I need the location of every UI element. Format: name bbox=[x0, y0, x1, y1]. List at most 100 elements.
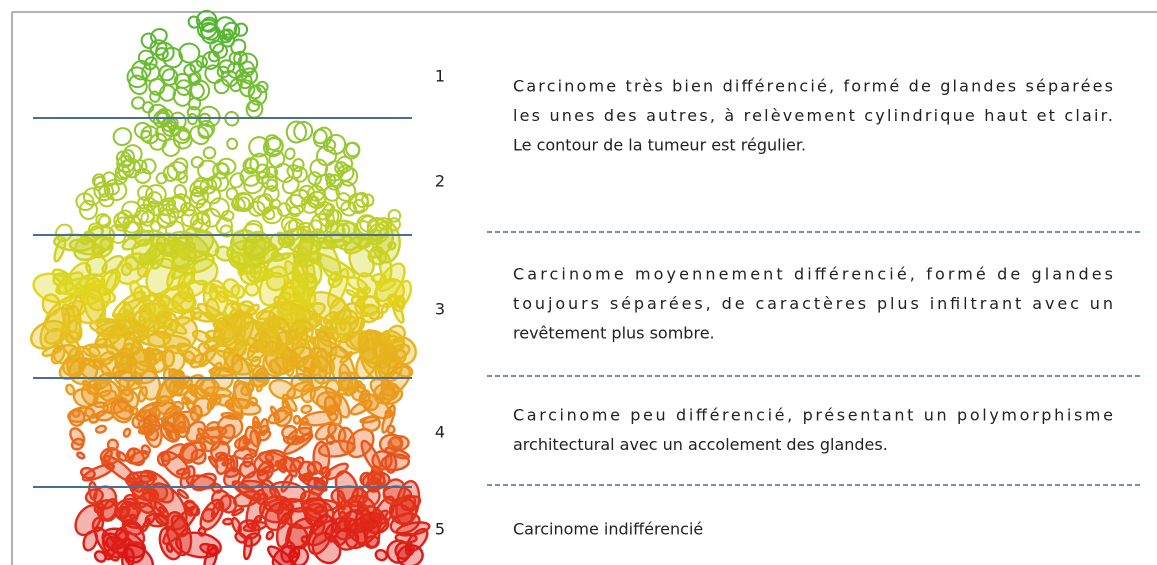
description-line: toujours séparées, de caractères plus in… bbox=[513, 294, 1113, 313]
gland bbox=[224, 110, 240, 127]
gland bbox=[222, 278, 241, 298]
gland bbox=[175, 79, 193, 96]
gland bbox=[387, 217, 401, 232]
gland bbox=[89, 225, 104, 239]
gland bbox=[152, 109, 171, 129]
gland bbox=[337, 426, 356, 455]
gland bbox=[292, 414, 302, 425]
gland bbox=[106, 438, 120, 452]
gland bbox=[104, 271, 118, 295]
gland bbox=[345, 141, 361, 158]
gland bbox=[320, 466, 331, 479]
gland bbox=[202, 146, 217, 160]
gland bbox=[156, 213, 172, 229]
gland bbox=[93, 550, 107, 563]
gland bbox=[371, 272, 387, 284]
gland bbox=[288, 545, 310, 565]
gland bbox=[84, 401, 110, 419]
gland bbox=[141, 517, 151, 533]
description-line: architectural avec un accolement des gla… bbox=[513, 435, 888, 454]
gland bbox=[263, 208, 276, 221]
gland bbox=[142, 196, 157, 212]
gland bbox=[215, 217, 234, 235]
gland bbox=[82, 530, 99, 552]
gland bbox=[242, 243, 266, 269]
gland bbox=[340, 200, 357, 217]
gland bbox=[345, 275, 369, 293]
gland bbox=[242, 157, 260, 175]
gland bbox=[189, 404, 203, 422]
grade-number: 3 bbox=[435, 300, 445, 319]
gland bbox=[54, 223, 73, 243]
gland bbox=[163, 349, 176, 368]
gland bbox=[53, 236, 67, 263]
gland bbox=[334, 527, 360, 551]
gland bbox=[137, 49, 155, 66]
gland bbox=[384, 446, 411, 460]
gland bbox=[140, 32, 157, 50]
gland bbox=[146, 472, 158, 482]
gland bbox=[300, 404, 313, 415]
gland bbox=[93, 501, 105, 514]
gland bbox=[325, 221, 346, 242]
gland bbox=[175, 342, 205, 364]
gland bbox=[128, 513, 137, 520]
gland bbox=[323, 395, 343, 426]
gland bbox=[386, 424, 396, 435]
gland bbox=[187, 72, 200, 84]
gland bbox=[141, 487, 160, 503]
gland bbox=[267, 409, 289, 425]
gland bbox=[280, 216, 299, 234]
gland bbox=[140, 158, 157, 175]
gland bbox=[237, 479, 277, 501]
gland bbox=[133, 121, 152, 140]
gland bbox=[145, 184, 167, 205]
gland bbox=[136, 265, 150, 278]
gland bbox=[301, 497, 335, 524]
gland bbox=[91, 235, 114, 259]
description-line: Carcinome indifférencié bbox=[513, 520, 703, 539]
gland bbox=[189, 352, 208, 369]
gland bbox=[354, 295, 381, 317]
gland bbox=[167, 194, 187, 214]
gland bbox=[197, 18, 218, 40]
gland bbox=[380, 378, 393, 391]
gland bbox=[121, 519, 143, 536]
gland bbox=[328, 173, 343, 187]
gland bbox=[122, 544, 154, 565]
gland bbox=[122, 427, 132, 438]
gland bbox=[404, 542, 415, 557]
gland bbox=[160, 450, 191, 480]
gland bbox=[282, 234, 295, 246]
gland bbox=[143, 56, 158, 71]
gland bbox=[83, 187, 102, 206]
gland bbox=[237, 52, 259, 74]
gland bbox=[185, 420, 207, 443]
gland bbox=[171, 400, 185, 412]
gland bbox=[99, 237, 113, 251]
gland bbox=[329, 297, 347, 324]
gland bbox=[158, 203, 180, 225]
grade-number: 5 bbox=[435, 520, 445, 539]
gland bbox=[285, 120, 308, 144]
gland bbox=[157, 283, 190, 312]
gland bbox=[300, 535, 309, 544]
gland bbox=[380, 302, 390, 314]
gland bbox=[277, 277, 310, 328]
gland bbox=[98, 214, 112, 228]
gland bbox=[282, 175, 300, 195]
gland bbox=[61, 354, 84, 377]
gland bbox=[114, 169, 129, 185]
gland bbox=[197, 112, 211, 126]
grade-number: 4 bbox=[435, 423, 445, 442]
gland bbox=[176, 488, 190, 500]
gland bbox=[267, 545, 298, 565]
description-line: les unes des autres, à relèvement cylind… bbox=[513, 106, 1113, 125]
gland bbox=[128, 74, 148, 96]
gland bbox=[358, 389, 371, 407]
gland bbox=[115, 150, 133, 169]
gland bbox=[113, 211, 130, 229]
gland bbox=[253, 420, 260, 430]
gland bbox=[287, 319, 314, 347]
